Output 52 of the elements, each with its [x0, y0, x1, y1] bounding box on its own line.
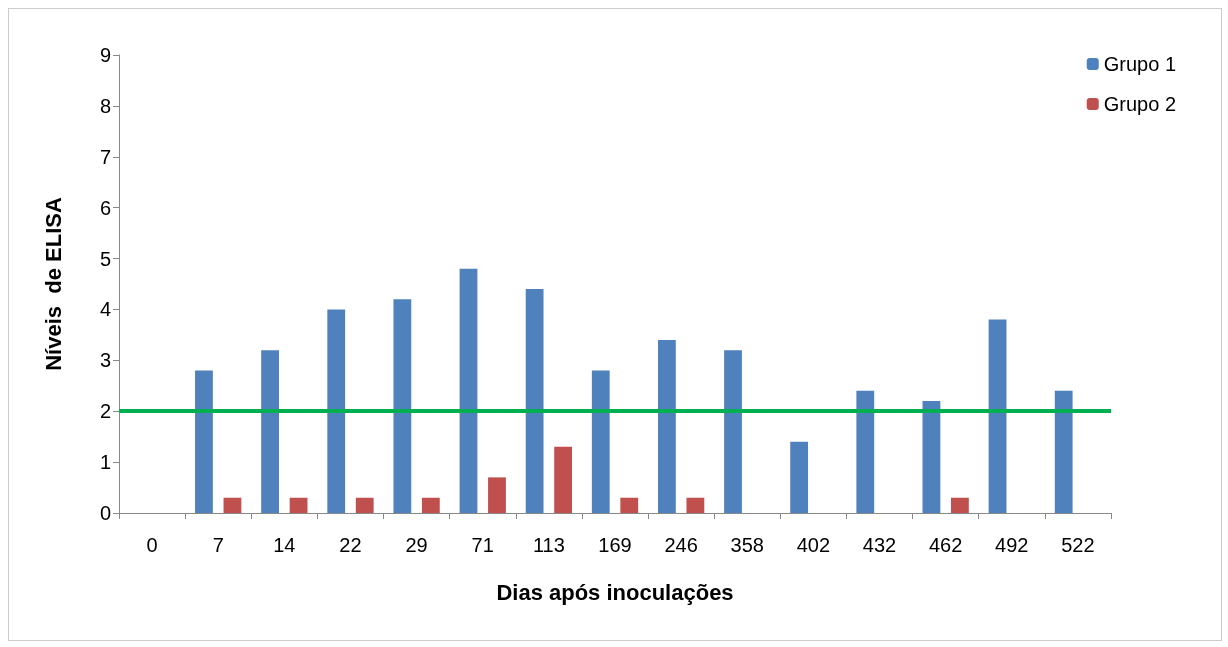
bar	[488, 477, 506, 513]
x-tick-label: 462	[928, 534, 963, 556]
bar	[355, 497, 374, 513]
y-tick-label: 3	[99, 349, 111, 372]
x-tick-label: 432	[862, 534, 897, 556]
x-tick-label: 22	[339, 534, 362, 556]
bar	[195, 370, 213, 513]
bar	[393, 299, 412, 513]
bar	[261, 350, 279, 513]
y-tick-label: 6	[99, 196, 111, 219]
bar	[790, 441, 809, 513]
x-tick-label: 14	[273, 534, 296, 556]
x-tick-label: 29	[405, 534, 428, 556]
bar	[591, 370, 610, 513]
y-tick-label: 7	[99, 145, 111, 168]
y-axis-title: Níveis de ELISA	[40, 197, 66, 371]
bar	[856, 390, 875, 513]
x-tick-label: 113	[532, 534, 565, 556]
x-tick-label: 522	[1061, 534, 1095, 556]
x-tick-label: 358	[730, 534, 764, 556]
x-tick-label: 402	[796, 534, 831, 556]
x-tick-label: 492	[995, 534, 1029, 556]
x-tick-label: 246	[664, 534, 698, 556]
bar	[988, 319, 1007, 513]
bar	[951, 497, 969, 513]
x-tick-label: 71	[471, 534, 494, 556]
y-tick-label: 9	[99, 44, 111, 66]
y-tick-label: 1	[99, 451, 111, 474]
bar	[421, 497, 440, 513]
legend-label: Grupo 1	[1103, 53, 1176, 75]
x-tick-label: 7	[212, 534, 224, 556]
bar	[724, 350, 742, 513]
legend-label: Grupo 2	[1103, 93, 1176, 115]
bar	[327, 309, 346, 513]
bar	[922, 401, 941, 513]
bar	[686, 497, 705, 513]
bar	[554, 446, 573, 513]
bar	[223, 497, 242, 513]
x-tick-label: 0	[146, 534, 158, 556]
y-tick-label: 4	[99, 298, 111, 321]
x-axis-title: Dias após inoculações	[496, 579, 734, 605]
x-tick-label: 169	[598, 534, 632, 556]
bar	[459, 268, 478, 513]
y-tick-label: 5	[99, 247, 111, 270]
bar	[289, 497, 308, 513]
bar	[525, 289, 544, 513]
y-tick-label: 0	[99, 502, 111, 524]
y-tick-label: 8	[99, 94, 111, 117]
bar	[657, 339, 676, 513]
bar	[620, 497, 639, 513]
bar	[1054, 390, 1073, 513]
y-tick-label: 2	[99, 400, 111, 423]
